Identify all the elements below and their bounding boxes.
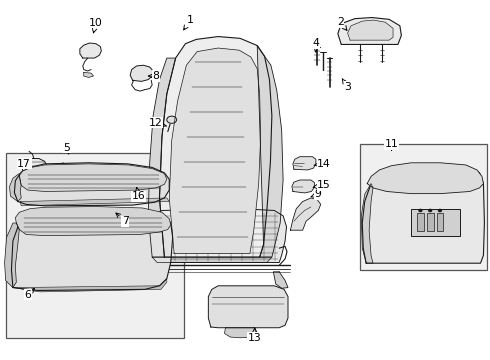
Text: 11: 11 <box>385 139 398 150</box>
Polygon shape <box>273 272 288 288</box>
Polygon shape <box>22 158 47 178</box>
Circle shape <box>167 116 176 123</box>
Circle shape <box>419 210 422 212</box>
Polygon shape <box>292 180 315 193</box>
Polygon shape <box>9 174 21 202</box>
Bar <box>360 144 487 270</box>
Text: 2: 2 <box>337 17 347 30</box>
Text: 5: 5 <box>63 143 70 154</box>
Circle shape <box>429 210 432 212</box>
Polygon shape <box>257 45 283 257</box>
Polygon shape <box>20 198 169 206</box>
Text: 13: 13 <box>248 328 262 343</box>
Polygon shape <box>143 209 287 262</box>
Polygon shape <box>224 328 256 338</box>
Polygon shape <box>291 198 321 230</box>
Bar <box>427 213 434 231</box>
Polygon shape <box>4 223 19 288</box>
Polygon shape <box>84 72 94 77</box>
Polygon shape <box>14 163 169 206</box>
Polygon shape <box>133 272 147 288</box>
Polygon shape <box>148 58 175 257</box>
Text: 8: 8 <box>148 71 160 81</box>
Text: 14: 14 <box>314 159 331 169</box>
Polygon shape <box>120 173 140 186</box>
Bar <box>5 153 184 338</box>
Text: 17: 17 <box>17 159 31 169</box>
Text: 9: 9 <box>311 189 322 199</box>
Polygon shape <box>80 43 101 58</box>
Text: 12: 12 <box>149 118 166 128</box>
Polygon shape <box>293 157 316 170</box>
Bar <box>411 209 460 235</box>
Polygon shape <box>169 48 261 253</box>
Text: 16: 16 <box>132 187 146 201</box>
Polygon shape <box>367 163 484 194</box>
Polygon shape <box>13 279 167 292</box>
Polygon shape <box>208 286 288 328</box>
Polygon shape <box>15 207 171 235</box>
Bar <box>437 213 443 231</box>
Polygon shape <box>347 20 393 40</box>
Polygon shape <box>362 164 485 263</box>
Text: 10: 10 <box>89 18 103 33</box>
Polygon shape <box>19 164 167 192</box>
Text: 15: 15 <box>313 180 331 190</box>
Text: 7: 7 <box>116 213 129 226</box>
Polygon shape <box>130 65 153 81</box>
Polygon shape <box>361 184 373 263</box>
Text: 1: 1 <box>184 15 194 30</box>
Polygon shape <box>152 257 272 262</box>
Text: 6: 6 <box>24 288 35 300</box>
Circle shape <box>439 210 441 212</box>
Text: 3: 3 <box>342 79 351 92</box>
Polygon shape <box>338 18 401 44</box>
Text: 4: 4 <box>313 38 319 52</box>
Bar <box>417 213 424 231</box>
Polygon shape <box>159 37 272 257</box>
Polygon shape <box>11 208 172 291</box>
